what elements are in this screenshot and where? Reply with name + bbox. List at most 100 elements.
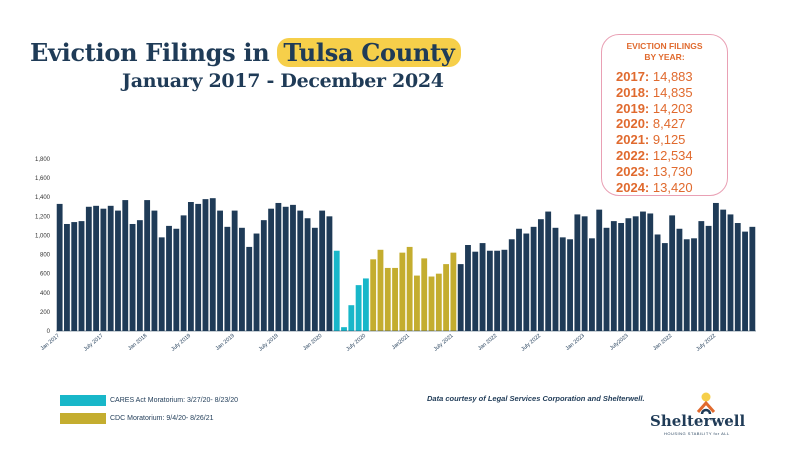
- chart-bar: [742, 231, 748, 331]
- chart-bar: [231, 210, 238, 331]
- chart-bar: [450, 252, 457, 331]
- chart-bar: [107, 205, 114, 331]
- x-tick-label: July 2022: [520, 333, 542, 353]
- chart-bar: [187, 202, 194, 331]
- year-label: 2021:: [616, 132, 650, 148]
- y-tick-label: 200: [40, 310, 51, 316]
- legend-cares: CARES Act Moratorium: 3/27/20- 8/23/20: [60, 395, 238, 406]
- chart-bar: [151, 210, 158, 331]
- chart-bar: [501, 249, 508, 331]
- title-part1: Eviction Filings in: [30, 38, 270, 67]
- chart-bar: [122, 200, 129, 331]
- y-tick-label: 1,000: [35, 233, 51, 239]
- year-total-row: 2017: 14,883: [616, 69, 693, 85]
- chart-bar: [618, 223, 625, 331]
- chart-bar: [239, 227, 245, 331]
- chart-bar: [545, 211, 552, 331]
- chart-bar: [326, 216, 333, 331]
- chart-bar: [85, 206, 92, 331]
- year-value: 14,883: [652, 69, 693, 84]
- year-total-row: 2019: 14,203: [616, 101, 693, 117]
- legend-cares-label: CARES Act Moratorium: 3/27/20- 8/23/20: [110, 397, 239, 404]
- y-tick-label: 600: [40, 272, 51, 278]
- chart-bar: [282, 206, 289, 331]
- chart-bar: [428, 276, 435, 331]
- chart-bar: [603, 227, 610, 331]
- chart-bar: [56, 203, 63, 331]
- chart-bar: [355, 285, 362, 331]
- chart-bar: [698, 221, 705, 331]
- logo-tagline: HOUSING STABILITY for ALL: [664, 431, 730, 436]
- x-tick-label: Jan 2019: [215, 333, 236, 352]
- year-total-row: 2018: 14,835: [616, 85, 693, 101]
- chart-bar: [224, 226, 231, 331]
- chart-bar: [530, 226, 537, 331]
- chart-bar: [661, 243, 668, 331]
- legend-cdc-label: CDC Moratorium: 9/4/20- 8/26/21: [110, 415, 214, 422]
- chart-bar: [625, 218, 632, 331]
- chart-bar: [399, 252, 406, 331]
- chart-bar: [64, 223, 70, 331]
- chart-bar: [654, 234, 661, 331]
- chart-bar: [144, 200, 151, 331]
- chart-bar: [93, 205, 100, 331]
- chart-bar: [567, 239, 573, 331]
- chart-bar: [486, 250, 493, 331]
- chart-bar: [246, 246, 253, 331]
- x-tick-label: Jan2021: [391, 333, 411, 351]
- year-total-row: 2024: 13,420: [616, 180, 693, 196]
- chart-bar: [610, 221, 617, 331]
- year-total-row: 2020: 8,427: [616, 116, 693, 132]
- chart-bar: [158, 237, 165, 331]
- legend-cares-swatch: [60, 395, 106, 406]
- chart-bar: [166, 225, 172, 331]
- chart-bar: [574, 214, 581, 331]
- chart-bar: [362, 278, 369, 331]
- year-label: 2017:: [616, 69, 650, 84]
- yearly-totals-list: 2017: 14,883 2018: 14,835 2019: 14,203 2…: [616, 69, 693, 195]
- chart-bar: [523, 233, 530, 331]
- chart-bar: [319, 210, 326, 331]
- chart-bar: [392, 267, 398, 331]
- chart-bar: [508, 239, 515, 331]
- chart-bar: [260, 220, 267, 331]
- year-label: 2023:: [616, 163, 650, 179]
- chart-bar: [311, 227, 318, 331]
- chart-bar: [435, 273, 442, 331]
- year-value: 14,835: [652, 84, 693, 100]
- year-total-row: 2021: 9,125: [616, 132, 693, 148]
- chart-bar: [78, 221, 85, 331]
- x-tick-label: July 2017: [83, 333, 105, 353]
- chart-bar: [348, 305, 355, 331]
- chart-bar: [749, 226, 756, 331]
- chart-bar: [100, 208, 107, 331]
- chart-bar: [516, 228, 522, 331]
- chart-bar: [457, 264, 464, 331]
- x-tick-label: July2023: [609, 333, 630, 352]
- chart-title: Eviction Filings in Tulsa County: [30, 38, 461, 67]
- chart-bar: [734, 223, 741, 331]
- chart-bar: [669, 215, 676, 331]
- chart-bar: [406, 246, 413, 331]
- year-value: 14,203: [652, 100, 693, 116]
- chart-bar: [691, 238, 697, 331]
- chart-bar: [494, 250, 501, 331]
- y-tick-label: 1,600: [35, 176, 51, 182]
- x-tick-label: Jan 2022: [652, 333, 673, 352]
- chart-bar: [640, 211, 646, 331]
- chart-bar: [275, 202, 282, 331]
- chart-bar: [421, 258, 428, 331]
- year-label: 2019:: [616, 100, 650, 116]
- chart-bar: [676, 228, 683, 331]
- chart-bar: [268, 208, 275, 331]
- y-tick-label: 1,400: [35, 195, 51, 201]
- chart-bar: [559, 237, 566, 331]
- x-tick-label: Jan 2020: [302, 333, 323, 352]
- x-tick-label: July 2019: [258, 333, 280, 353]
- year-total-row: 2022: 12,534: [616, 148, 693, 164]
- x-tick-label: July 2021: [433, 333, 455, 353]
- y-tick-label: 1,800: [35, 157, 51, 163]
- x-tick-label: July 2022: [695, 333, 717, 353]
- chart-bar: [333, 250, 340, 331]
